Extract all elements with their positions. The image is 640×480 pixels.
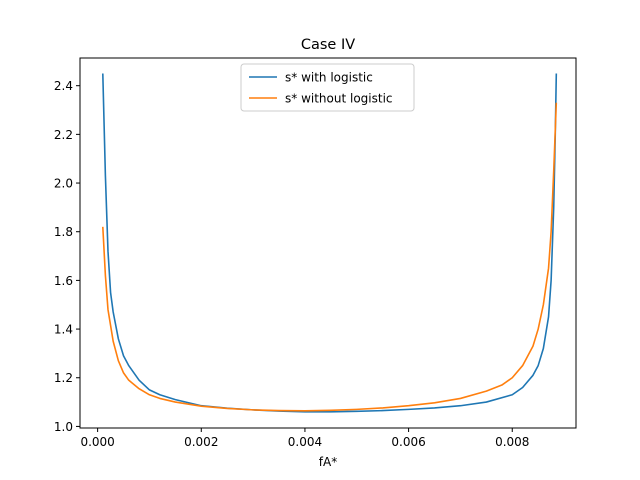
x-axis: 0.000 0.002 0.004 0.006 0.008	[80, 428, 529, 449]
legend-label-1: s* with logistic	[285, 71, 373, 85]
chart-title: Case IV	[301, 37, 355, 53]
x-tick-label: 0.006	[391, 435, 425, 449]
series-line-2	[102, 102, 558, 412]
y-tick-label: 2.0	[54, 177, 73, 191]
x-tick-label: 0.002	[184, 435, 218, 449]
y-tick-label: 2.4	[54, 79, 73, 93]
series-line-1	[102, 73, 558, 413]
y-tick-label: 1.2	[54, 371, 73, 385]
axes-frame	[79, 57, 577, 429]
legend: s* with logistic s* without logistic	[240, 63, 415, 112]
y-tick-label: 1.8	[54, 225, 73, 239]
legend-box	[240, 63, 415, 112]
x-tick-label: 0.000	[80, 435, 114, 449]
y-tick-label: 1.0	[54, 420, 73, 434]
legend-label-2: s* without logistic	[285, 92, 393, 106]
plot-area	[102, 73, 558, 413]
y-tick-label: 1.4	[54, 323, 73, 337]
y-tick-label: 1.6	[54, 274, 73, 288]
x-tick-label: 0.004	[288, 435, 322, 449]
x-axis-label: fA*	[319, 455, 337, 469]
x-tick-label: 0.008	[495, 435, 529, 449]
y-tick-label: 2.2	[54, 128, 73, 142]
y-axis: 1.0 1.2 1.4 1.6 1.8 2.0 2.2 2.4	[54, 79, 80, 434]
